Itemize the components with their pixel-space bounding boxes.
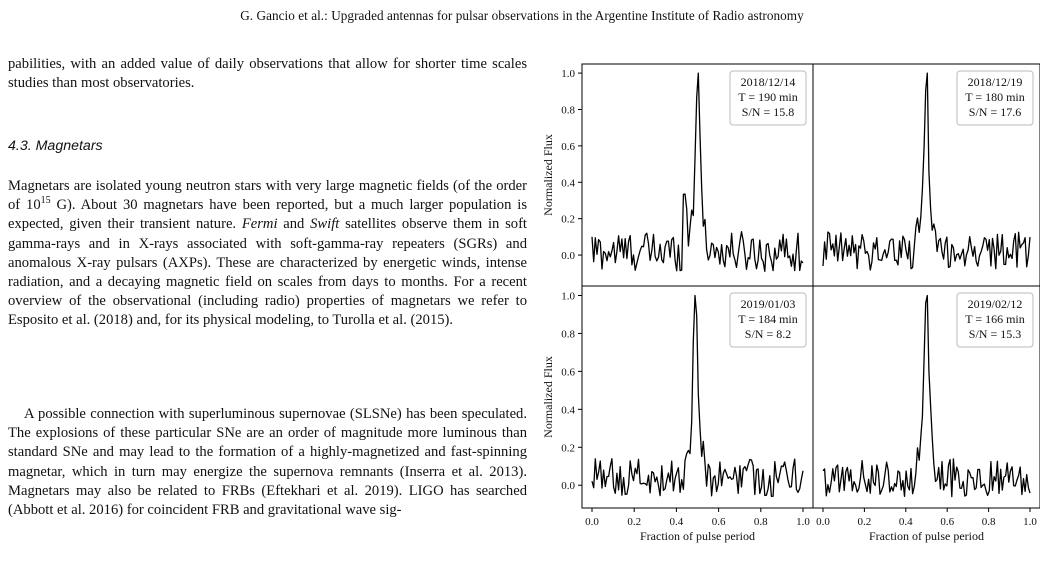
running-head: G. Gancio et al.: Upgraded antennas for … xyxy=(240,8,804,23)
annotation-box-4 xyxy=(956,292,1034,348)
y-axis-label-3: Normalized Flux xyxy=(541,356,555,438)
y-tick-label-1-2: 0.6 xyxy=(561,141,575,153)
panel-frame-4 xyxy=(812,285,1040,509)
x-tick-label-3-2: 0.4 xyxy=(670,516,684,528)
x-tick-label-3-0: 0.0 xyxy=(585,516,599,528)
p1-text-c: satellites observe them in soft gamma-ra… xyxy=(8,216,527,329)
y-tick-label-1-5: 0.0 xyxy=(561,250,575,262)
y-tick-label-1-0: 1.0 xyxy=(561,68,575,80)
p1-text-b: G). About 30 magnetars have been reporte… xyxy=(8,197,527,233)
p1-exponent: 15 xyxy=(40,195,51,207)
annotation-tau-1: T = 190 min xyxy=(738,90,798,104)
y-tick-label-3-5: 0.0 xyxy=(561,480,575,492)
p1-and: and xyxy=(277,216,311,233)
paragraph-1: Magnetars are isolated young neutron sta… xyxy=(8,177,527,331)
x-tick-label-4-0: 0.0 xyxy=(816,516,830,528)
annotation-tau-2: T = 180 min xyxy=(965,90,1025,104)
p2-text: A possible connection with superluminous… xyxy=(8,406,527,519)
x-tick-label-4-2: 0.4 xyxy=(899,516,913,528)
annotation-sn-2: S/N = 17.6 xyxy=(969,105,1021,119)
y-tick-label-3-2: 0.6 xyxy=(561,366,575,378)
p1-text-a: Magnetars are isolated young neutron sta… xyxy=(8,178,527,214)
annotation-sn-3: S/N = 8.2 xyxy=(745,327,791,341)
annotation-date-2: 2018/12/19 xyxy=(968,75,1023,89)
annotation-box-1 xyxy=(729,70,807,126)
y-tick-label-3-0: 1.0 xyxy=(561,290,575,302)
fermi-text: Fermi xyxy=(241,216,278,233)
y-axis-label-1: Normalized Flux xyxy=(541,134,555,216)
y-tick-label-3-4: 0.2 xyxy=(561,442,575,454)
x-axis-label-4: Fraction of pulse period xyxy=(869,529,984,543)
annotation-tau-3: T = 184 min xyxy=(738,312,798,326)
x-axis-label-3: Fraction of pulse period xyxy=(640,529,755,543)
x-tick-label-3-1: 0.2 xyxy=(627,516,641,528)
y-tick-label-1-3: 0.4 xyxy=(561,177,575,189)
annotation-sn-1: S/N = 15.8 xyxy=(742,105,794,119)
pulse-profile-line-2 xyxy=(822,72,1031,271)
x-tick-label-3-4: 0.8 xyxy=(754,516,768,528)
intro-text: pabilities, with an added value of daily… xyxy=(8,56,527,92)
section-heading: 4.3. Magnetars xyxy=(8,138,103,154)
annotation-date-1: 2018/12/14 xyxy=(741,75,796,89)
pulse-profile-line-4 xyxy=(822,294,1031,498)
paragraph-2: A possible connection with superluminous… xyxy=(8,405,527,520)
annotation-date-3: 2019/01/03 xyxy=(741,297,796,311)
x-tick-label-4-1: 0.2 xyxy=(858,516,872,528)
annotation-box-3 xyxy=(729,292,807,348)
annotation-date-4: 2019/02/12 xyxy=(968,297,1023,311)
annotation-sn-4: S/N = 15.3 xyxy=(969,327,1021,341)
swift-text: Swift xyxy=(310,216,340,233)
annotation-box-2 xyxy=(956,70,1034,126)
y-tick-label-1-4: 0.2 xyxy=(561,214,575,226)
intro-paragraph: pabilities, with an added value of daily… xyxy=(8,55,527,93)
annotation-tau-4: T = 166 min xyxy=(965,312,1025,326)
x-tick-label-3-3: 0.6 xyxy=(712,516,726,528)
x-tick-label-3-5: 1.0 xyxy=(796,516,810,528)
x-tick-label-4-4: 0.8 xyxy=(982,516,996,528)
x-tick-label-4-3: 0.6 xyxy=(940,516,954,528)
pulse-profile-figure: 1.0 0.8 0.6 0.4 0.2 0.0 2018/12/14 T = 190 min S… xyxy=(540,56,1040,572)
pulse-profile-line-3 xyxy=(591,294,804,497)
y-tick-label-3-3: 0.4 xyxy=(561,404,575,416)
x-tick-label-4-5: 1.0 xyxy=(1023,516,1037,528)
pulse-profile-line-1 xyxy=(591,72,804,272)
y-tick-label-3-1: 0.8 xyxy=(561,328,575,340)
y-tick-label-1-1: 0.8 xyxy=(561,104,575,116)
